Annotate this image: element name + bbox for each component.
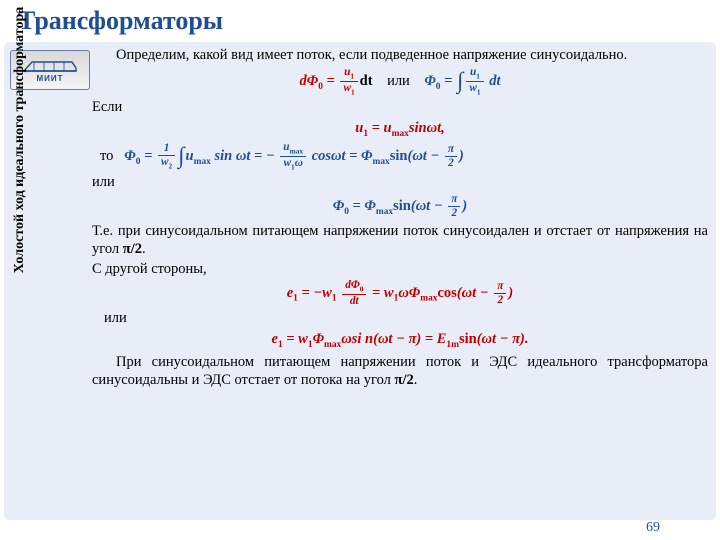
paragraph-other-side: С другой стороны,	[92, 260, 708, 279]
page-number: 69	[646, 520, 660, 536]
paragraph-or-2: или	[104, 309, 708, 328]
paragraph-or-1: или	[92, 173, 708, 192]
logo-train-icon	[22, 58, 78, 74]
formula-phi0-long: то Φ0 = 1w2∫umax sin ωt = − umaxw1ω cosω…	[100, 142, 708, 172]
paragraph-intro: Определим, какой вид имеет поток, если п…	[92, 46, 708, 65]
formula-dphi: dΦ0 = u1w1dt или Φ0 = ∫u1w1 dt	[92, 67, 708, 97]
formula-u1: u1 = umaxsinωt,	[92, 119, 708, 140]
main-content: Определим, какой вид имеет поток, если п…	[92, 42, 714, 391]
page-title: Трансформаторы	[18, 6, 223, 36]
formula-e1-final: e1 = w1Φmaxωsi n(ωt − π) = E1msin(ωt − π…	[92, 330, 708, 351]
paragraph-if: Если	[92, 98, 708, 117]
formula-e1-deriv: e1 = −w1 dΦ0dt = w1ωΦmaxcos(ωt − π2)	[92, 280, 708, 307]
formula-phi0-short: Φ0 = Φmaxsin(ωt − π2)	[92, 194, 708, 220]
paragraph-sinusoidal: Т.е. при синусоидальном питающем напряже…	[92, 222, 708, 259]
content-panel: МИИТ Холостой ход идеального трансформат…	[4, 42, 716, 520]
sidebar-label: Холостой ход идеального трансформатора	[12, 0, 28, 320]
paragraph-conclusion: При синусоидальном питающем напряжении п…	[92, 353, 708, 390]
logo-text: МИИТ	[36, 74, 63, 83]
